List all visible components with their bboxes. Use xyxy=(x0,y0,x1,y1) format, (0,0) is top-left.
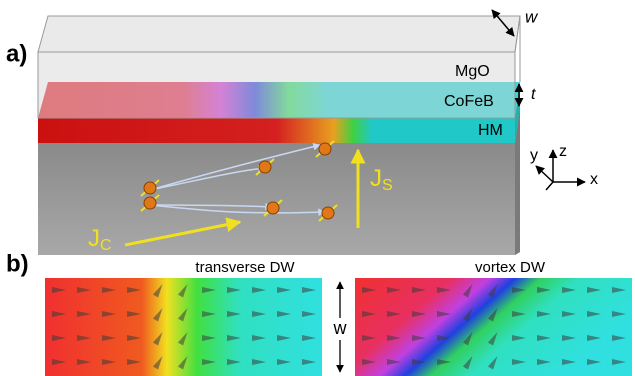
electron xyxy=(322,207,334,219)
width-label: w xyxy=(525,7,539,26)
layer-label: CoFeB xyxy=(444,93,494,110)
figure: a) w MgO t CoFeB HM y z x JS JC b) trans… xyxy=(0,0,635,376)
panel-label: b) xyxy=(6,250,29,277)
width-label: w xyxy=(333,318,348,338)
electron xyxy=(144,197,156,209)
mgo-top xyxy=(38,16,520,52)
cofeb-front xyxy=(38,118,515,143)
map-title: vortex DW xyxy=(475,259,546,276)
electron xyxy=(267,202,279,214)
layer-label: MgO xyxy=(455,63,490,80)
map-title: transverse DW xyxy=(195,259,295,276)
axis-label: y xyxy=(530,147,538,164)
thickness-label: t xyxy=(531,86,536,103)
panel-label: a) xyxy=(6,40,27,67)
electron xyxy=(144,182,156,194)
layer-label: HM xyxy=(478,122,503,139)
electron xyxy=(259,161,271,173)
axis-label: z xyxy=(559,143,567,160)
electron xyxy=(319,143,331,155)
axis-label: x xyxy=(590,171,598,188)
